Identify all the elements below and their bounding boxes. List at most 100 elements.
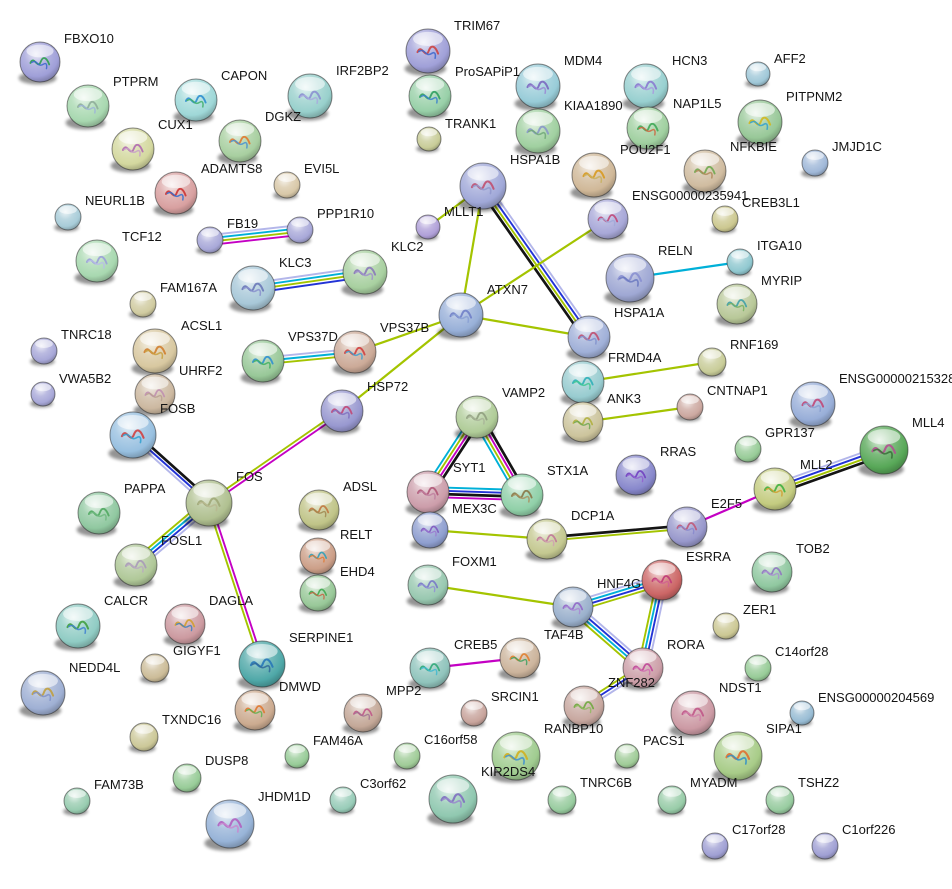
node-ENSG00000215328[interactable] (789, 381, 836, 429)
node-KIAA1890[interactable] (514, 108, 561, 156)
node-TNRC18[interactable] (30, 337, 58, 366)
node-AFF2[interactable] (745, 61, 771, 88)
node-RRAS[interactable] (614, 454, 657, 498)
node-VWA5B2[interactable] (30, 381, 56, 408)
node-FBXO10[interactable] (18, 41, 61, 85)
node-ENSG00000204569[interactable] (789, 700, 815, 727)
node-FAM73B[interactable] (63, 787, 91, 816)
node-JMJD1C[interactable] (801, 149, 829, 178)
node-ITGA10[interactable] (726, 248, 754, 277)
node-SRCIN1[interactable] (460, 699, 488, 728)
node-CREB3L1[interactable] (711, 205, 739, 234)
node-DMWD[interactable] (233, 689, 276, 733)
node-ANK3[interactable] (561, 401, 604, 445)
node-POU2F1[interactable] (570, 152, 617, 200)
node-ADAMTS8[interactable] (153, 171, 198, 217)
node-GPR137[interactable] (734, 435, 762, 464)
node-ACSL1[interactable] (131, 328, 178, 376)
node-GIGYF1[interactable] (140, 653, 170, 684)
node-FOS[interactable] (184, 479, 233, 529)
node-JHDM1D[interactable] (204, 799, 255, 851)
node-C1orf226[interactable] (811, 832, 839, 861)
node-FOXM1[interactable] (406, 564, 449, 608)
node-E2F5[interactable] (665, 506, 708, 550)
node-DCP1A[interactable] (525, 518, 568, 562)
node-CREB5[interactable] (408, 647, 451, 691)
node-PACS1[interactable] (614, 743, 640, 770)
node-FAM46A[interactable] (284, 743, 310, 770)
edge-FOS-SERPINE1[interactable] (206, 501, 265, 666)
node-TCF12[interactable] (74, 239, 119, 285)
node-ZER1[interactable] (712, 612, 740, 641)
node-HCN3[interactable] (622, 63, 669, 111)
node-FB19[interactable] (196, 226, 224, 255)
node-UHRF2[interactable] (133, 373, 176, 417)
edge-FOXM1-HNF4G[interactable] (426, 583, 575, 609)
node-C3orf62[interactable] (329, 786, 357, 815)
node-STX1A[interactable] (499, 473, 544, 519)
node-HSP72[interactable] (319, 389, 364, 435)
node-HNF4G[interactable] (551, 586, 594, 630)
node-TNRC6B[interactable] (547, 785, 577, 816)
node-SYT1[interactable] (405, 470, 450, 516)
node-NEURL1B[interactable] (54, 203, 82, 232)
node-IRF2BP2[interactable] (286, 73, 333, 121)
node-PAPPA[interactable] (76, 491, 121, 537)
edge-HSPA1B-HSPA1A[interactable] (477, 182, 595, 342)
node-NFKBIE[interactable] (682, 149, 727, 195)
node-RELN[interactable] (604, 253, 655, 305)
node-CALCR[interactable] (54, 603, 101, 651)
node-PPP1R10[interactable] (286, 216, 314, 245)
node-MLL2[interactable] (752, 467, 797, 513)
node-KIR2DS4[interactable] (427, 774, 478, 826)
node-TSHZ2[interactable] (765, 785, 795, 816)
node-FOSL1[interactable] (113, 543, 158, 589)
node-MYRIP[interactable] (715, 283, 758, 327)
node-C14orf28[interactable] (744, 654, 772, 683)
node-TRANK1[interactable] (416, 126, 442, 153)
node-DGKZ[interactable] (217, 119, 262, 165)
edge-FB19-PPP1R10[interactable] (208, 224, 302, 246)
node-ENSG00000235941[interactable] (586, 198, 629, 242)
node-CUX1[interactable] (110, 127, 155, 173)
node-MEX3C[interactable] (410, 511, 449, 551)
node-TAF4B[interactable] (498, 637, 541, 681)
node-ProSAPiP1[interactable] (407, 74, 452, 120)
node-TOB2[interactable] (750, 551, 793, 595)
node-TRIM67[interactable] (404, 28, 451, 76)
node-SERPINE1[interactable] (237, 640, 286, 690)
node-ZNF282[interactable] (562, 685, 605, 729)
node-HSPA1A[interactable] (566, 315, 611, 361)
node-EVI5L[interactable] (273, 171, 301, 200)
node-C17orf28[interactable] (701, 832, 729, 861)
node-NEDD4L[interactable] (19, 670, 66, 718)
edge-DCP1A-E2F5[interactable] (545, 524, 689, 542)
node-DUSP8[interactable] (172, 763, 202, 794)
node-NDST1[interactable] (669, 690, 716, 738)
node-VPS37D[interactable] (240, 339, 285, 385)
node-EHD4[interactable] (298, 574, 337, 614)
node-C16orf58[interactable] (393, 742, 421, 771)
node-KLC2[interactable] (341, 249, 388, 297)
node-TXNDC16[interactable] (129, 722, 159, 753)
node-MLLT1[interactable] (415, 214, 441, 241)
node-ADSL[interactable] (297, 489, 340, 533)
node-FRMD4A[interactable] (560, 360, 605, 406)
node-KLC3[interactable] (229, 265, 276, 313)
node-RELT[interactable] (298, 537, 337, 577)
node-FOSB[interactable] (108, 411, 157, 461)
node-NAP1L5[interactable] (625, 106, 670, 152)
node-RORA[interactable] (621, 647, 664, 691)
node-FAM167A[interactable] (129, 290, 157, 319)
node-ESRRA[interactable] (640, 559, 683, 603)
node-DAGLA[interactable] (163, 603, 206, 647)
node-SIPA1[interactable] (712, 731, 763, 783)
node-CNTNAP1[interactable] (676, 393, 704, 422)
edge-FRMD4A-RNF169[interactable] (581, 360, 714, 384)
node-MYADM[interactable] (657, 785, 687, 816)
node-CAPON[interactable] (173, 78, 218, 124)
node-VPS37B[interactable] (332, 330, 377, 376)
node-MDM4[interactable] (514, 63, 561, 111)
node-HSPA1B[interactable] (458, 162, 507, 212)
node-MLL4[interactable] (858, 425, 909, 477)
